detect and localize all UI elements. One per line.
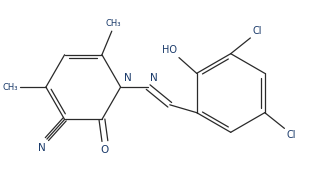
- Text: N: N: [124, 73, 131, 83]
- Text: Cl: Cl: [252, 26, 262, 36]
- Text: HO: HO: [162, 45, 177, 55]
- Text: N: N: [38, 143, 46, 153]
- Text: CH₃: CH₃: [106, 19, 121, 28]
- Text: Cl: Cl: [286, 130, 296, 140]
- Text: CH₃: CH₃: [3, 83, 18, 92]
- Text: N: N: [150, 73, 158, 83]
- Text: O: O: [101, 145, 109, 155]
